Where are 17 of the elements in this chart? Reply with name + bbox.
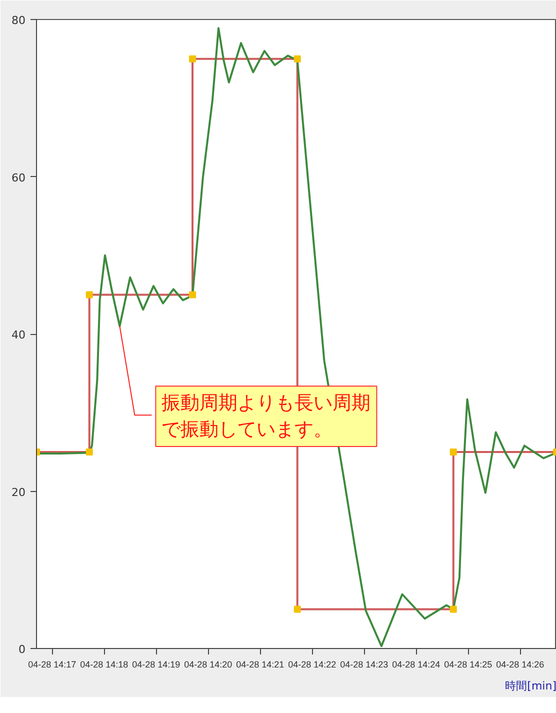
x-tick-label: 04-28 14:21 bbox=[236, 660, 284, 670]
y-tick-label: 20 bbox=[12, 486, 26, 499]
x-tick-label: 04-28 14:25 bbox=[444, 660, 492, 670]
y-tick-label: 80 bbox=[12, 14, 26, 27]
y-tick-label: 40 bbox=[12, 328, 26, 342]
annotation: 振動周期よりも長い周期で振動しています。 bbox=[162, 392, 371, 441]
y-tick-label: 60 bbox=[12, 171, 26, 184]
x-tick-label: 04-28 14:26 bbox=[496, 660, 544, 670]
x-tick-label: 04-28 14:20 bbox=[184, 660, 232, 670]
x-axis-title: 時間[min] bbox=[505, 680, 556, 692]
x-tick-label: 04-28 14:23 bbox=[340, 660, 388, 670]
x-tick-label: 04-28 14:22 bbox=[288, 660, 336, 670]
x-tick-label: 04-28 14:19 bbox=[132, 660, 180, 670]
y-tick-label: 0 bbox=[18, 643, 26, 656]
x-tick-label: 04-28 14:17 bbox=[28, 660, 76, 670]
x-tick-label: 04-28 14:18 bbox=[80, 660, 128, 670]
x-tick-label: 04-28 14:24 bbox=[392, 660, 440, 670]
